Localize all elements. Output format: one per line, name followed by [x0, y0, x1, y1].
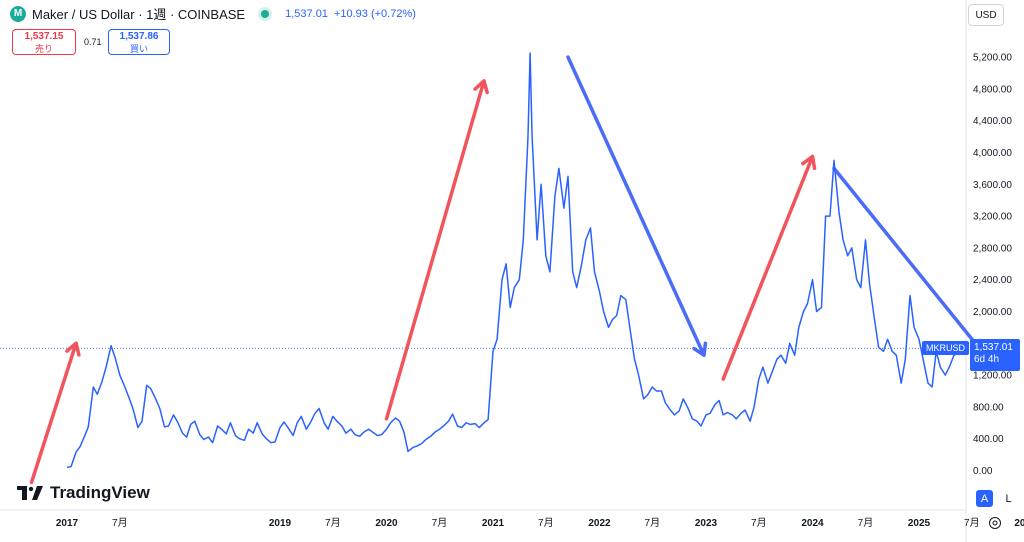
- x-tick-label: 2023: [695, 518, 718, 529]
- y-tick-label: 800.00: [973, 402, 1004, 413]
- trend-arrows: [29, 55, 987, 485]
- x-tick-label: 7月: [964, 517, 980, 529]
- x-tick-label: 2025: [908, 518, 931, 529]
- x-tick-label: 2020: [375, 518, 398, 529]
- y-tick-label: 4,800.00: [973, 84, 1012, 95]
- market-status-icon: [261, 9, 270, 18]
- x-tick-label: 7月: [112, 517, 128, 529]
- x-tick-label: 7月: [645, 517, 661, 529]
- header-change: +10.93 (+0.72%): [333, 7, 416, 20]
- chart-header: M Maker / US Dollar · 1週 · COINBASE 1,53…: [10, 4, 416, 23]
- x-tick-label: 2017: [56, 518, 79, 529]
- settings-gear-icon[interactable]: [988, 516, 1002, 530]
- last-price-tag-value: 1,537.01: [974, 342, 1013, 353]
- trend-arrow-up: [384, 79, 489, 421]
- x-tick-label: 2026: [1014, 518, 1024, 529]
- x-tick-label: 7月: [751, 517, 767, 529]
- y-tick-label: 2,400.00: [973, 275, 1012, 286]
- currency-button[interactable]: USD: [968, 4, 1004, 26]
- log-scale-button[interactable]: L: [1005, 492, 1012, 505]
- spread-value: 0.71: [84, 37, 102, 47]
- x-tick-label: 2021: [482, 518, 505, 529]
- buy-label: 買い: [129, 44, 148, 54]
- x-axis-ticks: 2017 7月 2019 7月 2020 7月 2021 7月 2022 7月 2023 7月 2024…: [56, 517, 1024, 529]
- x-tick-label: 7月: [858, 517, 874, 529]
- y-tick-label: 4,400.00: [973, 116, 1012, 127]
- symbol-price-tag: MKRUSD: [922, 341, 970, 355]
- y-tick-label: 2,800.00: [973, 243, 1012, 254]
- x-tick-label: 7月: [432, 517, 448, 529]
- y-tick-label: 3,600.00: [973, 180, 1012, 191]
- header-price: 1,537.01: [285, 7, 328, 20]
- buy-price: 1,537.86: [119, 31, 159, 42]
- y-axis-ticks: 0.00400.00800.001,200.001,600.002,000.00…: [973, 53, 1012, 477]
- maker-logo-icon: M: [10, 5, 26, 22]
- trend-arrow-down: [832, 166, 987, 357]
- x-tick-label: 2024: [801, 518, 824, 529]
- y-tick-label: 400.00: [973, 434, 1004, 445]
- price-series-line: [66, 52, 964, 469]
- symbol-title[interactable]: Maker / US Dollar · 1週 · COINBASE: [32, 7, 246, 22]
- y-tick-label: 1,200.00: [973, 371, 1012, 382]
- y-tick-label: 5,200.00: [973, 53, 1012, 64]
- countdown-value: 6d 4h: [974, 354, 1000, 365]
- tradingview-logo: TradingView: [17, 483, 150, 503]
- trend-arrow-up: [721, 154, 817, 381]
- trend-arrow-down: [566, 55, 708, 357]
- x-tick-label: 2019: [269, 518, 292, 529]
- buy-button[interactable]: 1,537.86 買い: [108, 29, 170, 55]
- auto-scale-button[interactable]: A: [976, 490, 993, 507]
- tradingview-logo-text: TradingView: [50, 483, 150, 502]
- tradingview-logo-icon: [17, 486, 43, 500]
- y-tick-label: 4,000.00: [973, 148, 1012, 159]
- y-tick-label: 3,200.00: [973, 212, 1012, 223]
- last-price-tag: 1,537.01 6d 4h: [970, 339, 1020, 371]
- y-tick-label: 2,000.00: [973, 307, 1012, 318]
- y-tick-label: 0.00: [973, 466, 993, 477]
- sell-button[interactable]: 1,537.15 売り: [12, 29, 76, 55]
- x-tick-label: 7月: [325, 517, 341, 529]
- sell-label: 売り: [34, 44, 53, 54]
- x-tick-label: 7月: [538, 517, 554, 529]
- trend-arrow-up: [29, 341, 81, 485]
- x-tick-label: 2022: [588, 518, 611, 529]
- sell-price: 1,537.15: [24, 31, 64, 42]
